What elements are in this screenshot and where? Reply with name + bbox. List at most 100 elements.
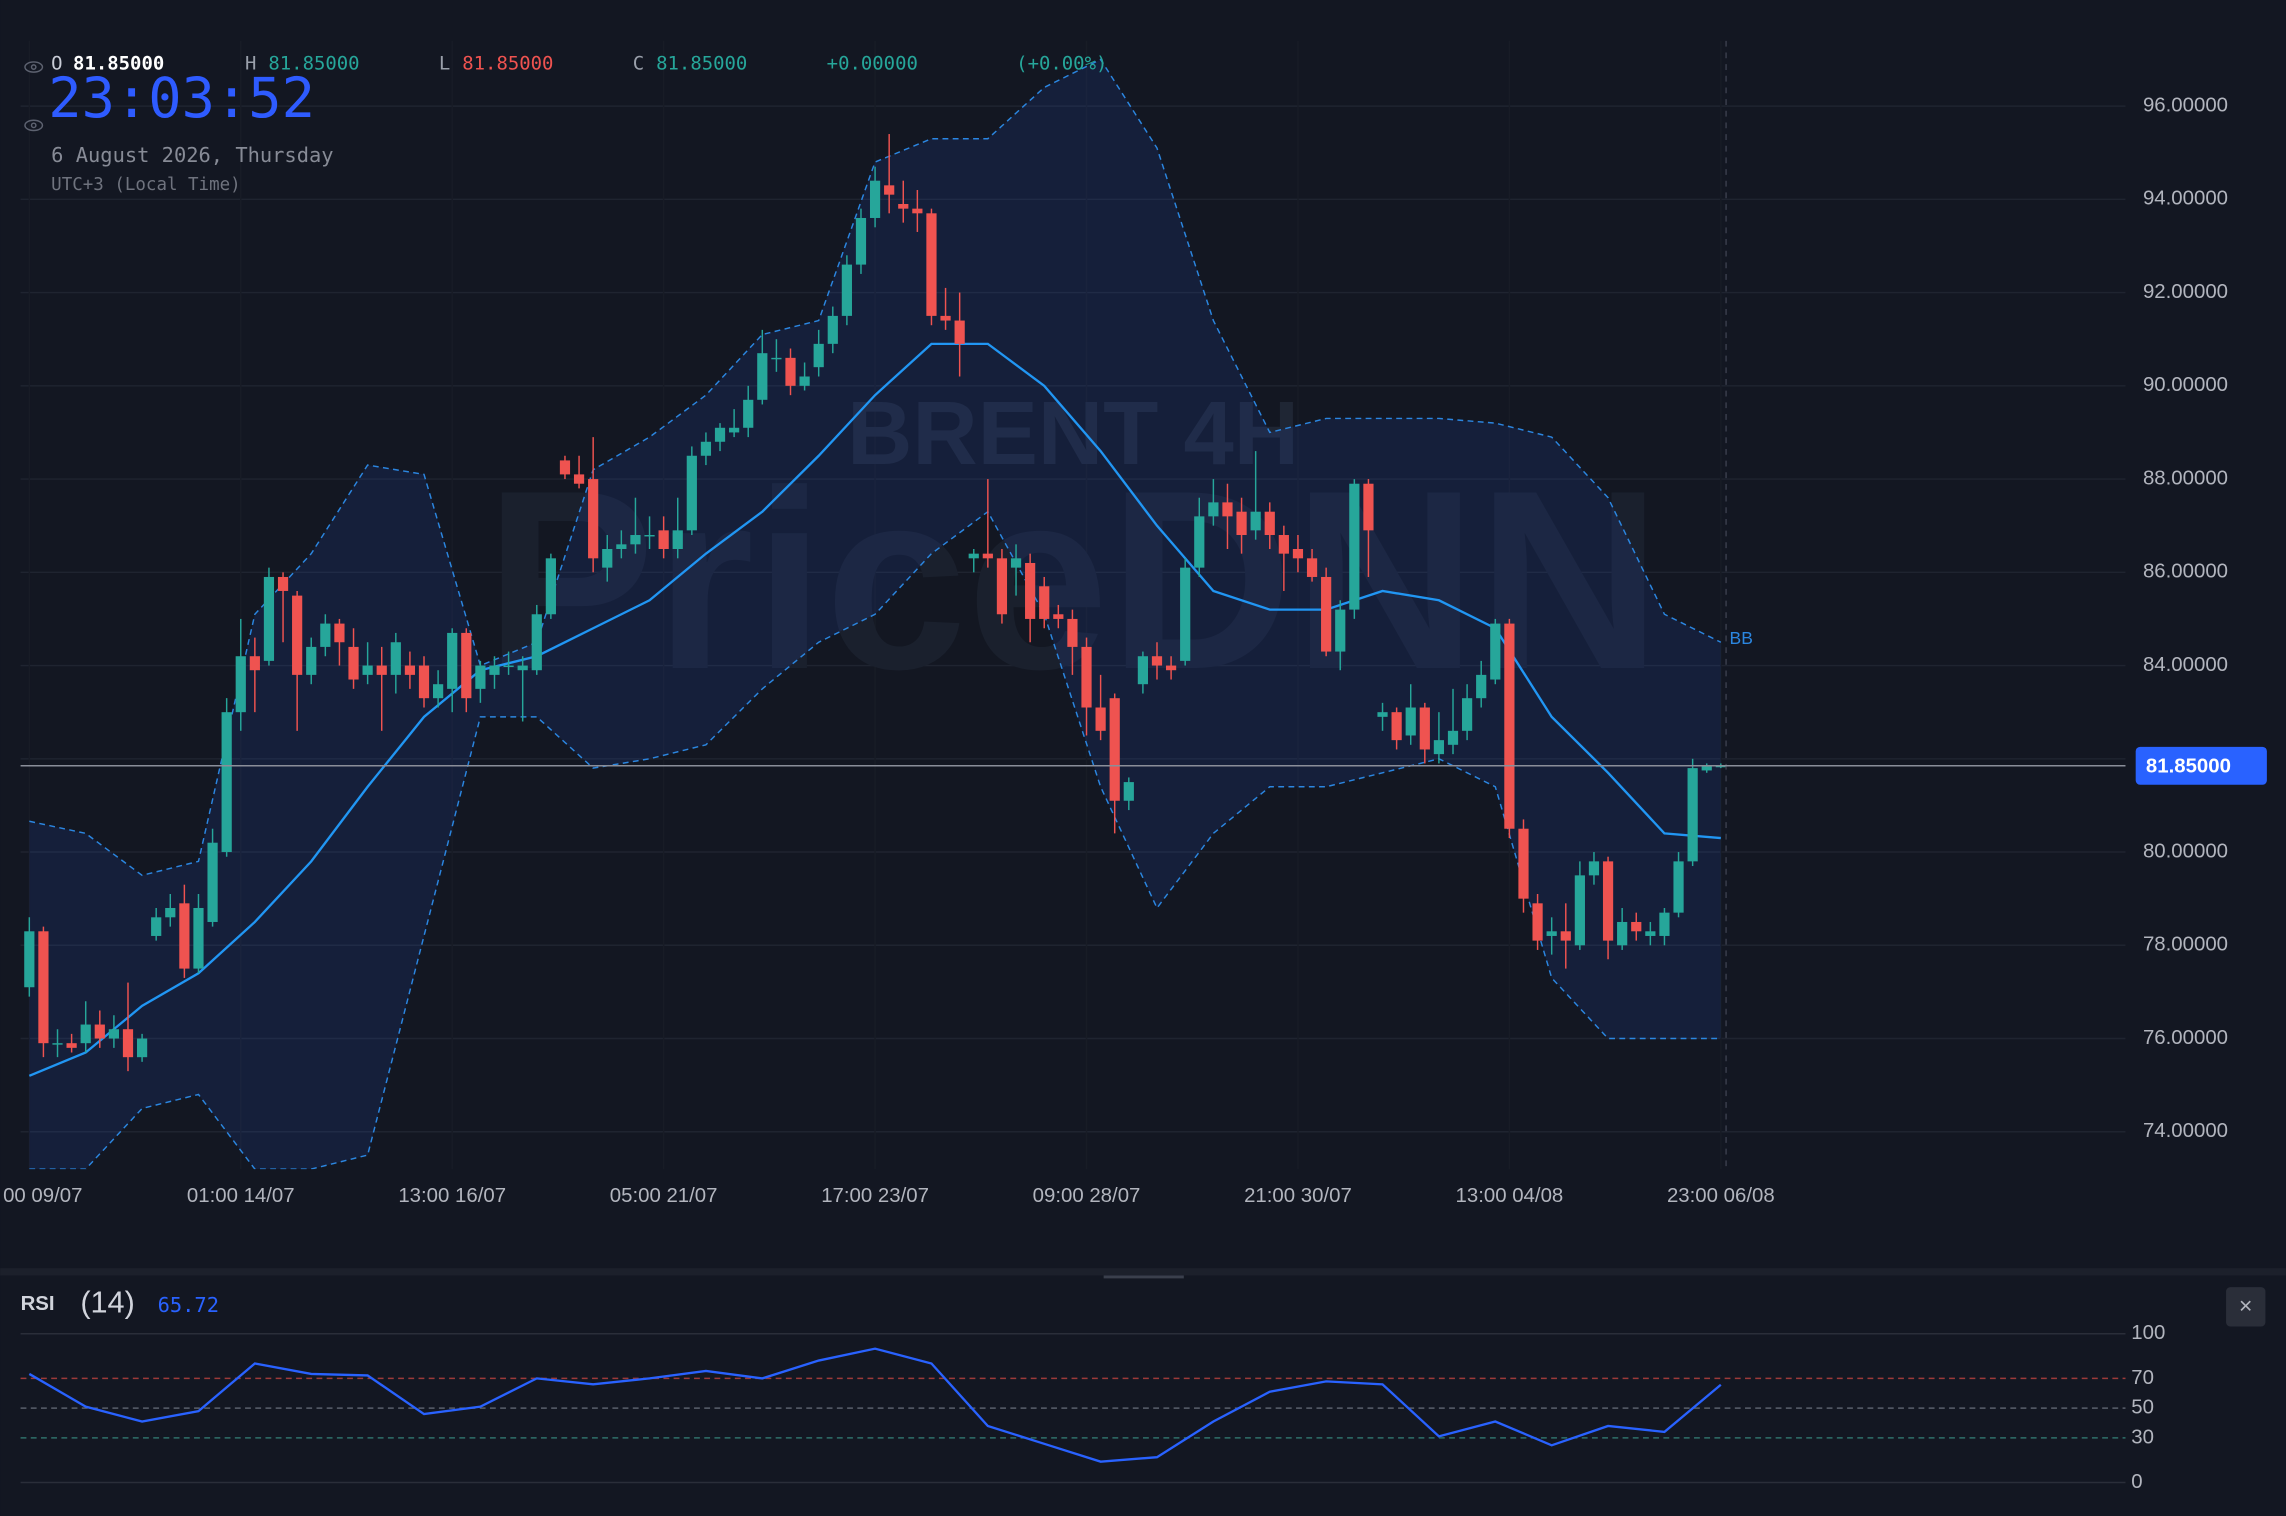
candle-body <box>1250 511 1261 531</box>
candle-body <box>66 1043 77 1048</box>
low-value: 81.85000 <box>462 53 553 75</box>
y-tick-label: 86.00000 <box>2143 561 2228 583</box>
candle-body <box>996 558 1008 615</box>
candle-body <box>489 665 500 675</box>
candle-body <box>869 180 881 218</box>
candle-body <box>1292 548 1304 559</box>
candle-body <box>616 544 627 549</box>
candle-body <box>912 208 923 214</box>
candle-body <box>588 479 599 559</box>
candle-body <box>263 576 275 661</box>
candle-body <box>1321 576 1332 652</box>
change: +0.00000 <box>827 53 918 75</box>
candle-body <box>1645 931 1656 936</box>
x-tick-label: 09:00 28/07 <box>1033 1185 1141 1207</box>
candle-body <box>1222 502 1233 517</box>
x-tick-label: 21:00 30/07 <box>1244 1185 1352 1207</box>
candle-body <box>475 665 486 689</box>
candle-body <box>1574 875 1585 946</box>
rsi-tick-label: 50 <box>2131 1397 2154 1419</box>
candle-body <box>1602 861 1614 941</box>
candle-body <box>461 632 472 699</box>
pane-divider[interactable] <box>0 1268 2286 1276</box>
candle-body <box>1588 861 1600 876</box>
candle-body <box>1123 782 1134 801</box>
clock: 23:03:52 <box>48 67 315 131</box>
eye-icons <box>24 61 44 132</box>
band-middle <box>28 342 1721 1077</box>
eye-icon[interactable] <box>24 61 44 73</box>
eye-icon[interactable] <box>24 119 44 132</box>
candle-body <box>602 548 613 568</box>
candle-body <box>136 1038 148 1058</box>
rsi-pane: 0 30 50 70 100 <box>20 1322 2165 1493</box>
candle-body <box>292 595 303 675</box>
candle-body <box>122 1029 134 1058</box>
candle-body <box>658 530 669 549</box>
candle-body <box>841 264 852 316</box>
candle-body <box>433 684 444 699</box>
rsi-title: RSI <box>21 1293 55 1315</box>
candle-body <box>1095 707 1106 731</box>
candle-body <box>1419 707 1430 750</box>
candle-body <box>80 1024 91 1044</box>
candle-body <box>151 917 162 936</box>
low-key: L <box>439 53 450 75</box>
candle-body <box>714 427 726 442</box>
candle-body <box>320 623 331 647</box>
candle-body <box>306 646 317 675</box>
candle-body <box>757 353 768 400</box>
candle-body <box>1025 562 1036 619</box>
rsi-tick-label: 70 <box>2131 1367 2154 1389</box>
high-key: H <box>245 53 256 75</box>
eye-pupil <box>30 64 37 70</box>
candle-body <box>884 185 895 195</box>
candle-body <box>221 712 232 853</box>
candle-body <box>1137 656 1148 685</box>
candle-body <box>954 320 965 344</box>
y-tick-label: 94.00000 <box>2143 188 2228 210</box>
y-tick-label: 92.00000 <box>2143 281 2228 303</box>
candle-body <box>1447 730 1459 745</box>
candle-body <box>799 376 810 386</box>
candle-body <box>24 931 35 988</box>
candle-body <box>1278 535 1289 554</box>
candle-body <box>1349 483 1360 610</box>
y-tick-label: 88.00000 <box>2143 467 2228 489</box>
x-tick-label: 00 09/07 <box>3 1185 82 1207</box>
close-pane-button[interactable] <box>2226 1287 2266 1327</box>
rsi-tick-label: 30 <box>2131 1426 2154 1448</box>
overlay: 74.0000076.0000078.0000080.0000082.00000… <box>3 94 2267 1207</box>
close-pane-icon[interactable]: × <box>2239 1293 2253 1319</box>
band-upper <box>29 58 1722 877</box>
candle-body <box>559 460 571 475</box>
candle-body <box>1194 516 1205 568</box>
y-tick-label: 78.00000 <box>2143 934 2228 956</box>
candle-body <box>390 642 401 675</box>
candle-body <box>1546 931 1557 936</box>
candle-body <box>644 535 655 537</box>
candle-body <box>1236 511 1247 536</box>
rsi-period: (14) <box>80 1286 134 1320</box>
candle-body <box>1631 921 1642 932</box>
rsi-tick-label: 100 <box>2131 1322 2165 1344</box>
candle-body <box>1165 665 1177 671</box>
candle-body <box>1462 698 1473 731</box>
last-price-label: 81.85000 <box>2146 756 2231 778</box>
candle-body <box>376 665 387 675</box>
close-value: 81.85000 <box>656 53 747 75</box>
candle-body <box>1532 903 1543 941</box>
watermark-brand: PriceDNN <box>485 438 1662 723</box>
candle-body <box>729 427 740 433</box>
candle-body <box>447 632 458 689</box>
y-tick-label: 96.00000 <box>2143 94 2228 116</box>
candle-body <box>1335 609 1346 652</box>
candle-body <box>249 656 260 671</box>
divider-handle[interactable] <box>1103 1275 1184 1279</box>
candle-body <box>545 558 556 615</box>
candle-body <box>855 217 867 265</box>
candle-body <box>1306 558 1318 577</box>
candle-body <box>404 665 416 675</box>
